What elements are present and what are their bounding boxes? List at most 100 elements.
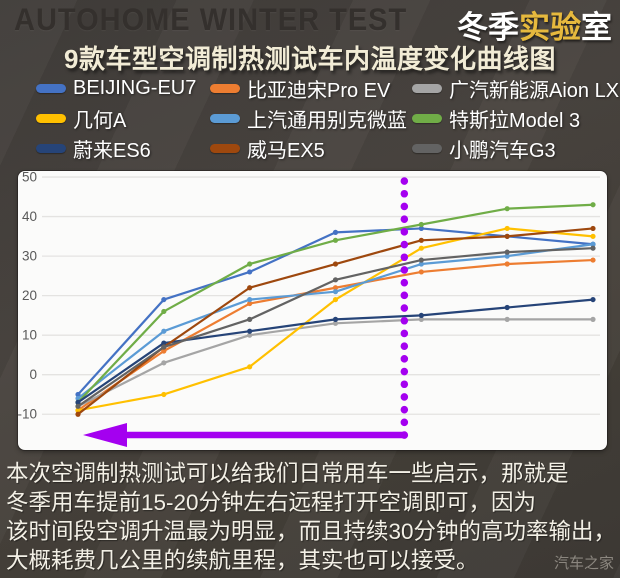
data-point (418, 245, 424, 251)
legend-swatch (210, 84, 240, 93)
legend: BEIJING-EU7 比亚迪宋Pro EV 广汽新能源Aion LX 几何A 上汽通用… (0, 77, 620, 162)
data-point (418, 237, 424, 243)
data-point (418, 316, 424, 322)
data-point (332, 229, 339, 235)
data-point (75, 407, 81, 413)
data-point (332, 285, 339, 291)
legend-swatch (210, 114, 240, 123)
data-point (247, 285, 253, 291)
y-axis-tick-label: -10 (18, 407, 37, 422)
data-point (247, 269, 253, 275)
conclusion-text: 本次空调制热测试可以给我们日常用车一些启示，那就是 冬季用车提前15-20分钟左右… (6, 459, 616, 575)
data-point (504, 253, 510, 259)
legend-swatch (210, 144, 240, 153)
series-line-小鹏汽车G3 (76, 247, 595, 408)
data-point (161, 348, 167, 354)
winter-lab-logo: 冬季实验室 (457, 2, 612, 47)
logo-text-white-2: 室 (581, 10, 612, 45)
series-line-蔚来ES6 (76, 298, 595, 404)
data-point (504, 261, 510, 267)
data-point (332, 277, 339, 283)
logo-text-white-1: 冬季 (457, 10, 519, 45)
legend-item-4: 上汽通用别克微蓝 (210, 107, 412, 132)
data-point (590, 233, 596, 239)
legend-swatch (412, 84, 442, 93)
legend-swatch (412, 144, 442, 153)
legend-label: 上汽通用别克微蓝 (247, 110, 407, 132)
legend-label: 比亚迪宋Pro EV (247, 80, 391, 102)
data-point (590, 225, 596, 232)
legend-swatch (36, 114, 66, 123)
data-point (161, 308, 167, 315)
legend-label: 小鹏汽车G3 (449, 140, 556, 162)
conclusion-line-2: 冬季用车提前15-20分钟左右远程打开空调即可，因为 (6, 490, 537, 515)
data-point (504, 249, 510, 255)
data-point (418, 257, 424, 263)
legend-label: BEIJING-EU7 (73, 77, 197, 99)
chart-title: 9款车型空调制热测试车内温度变化曲线图 (64, 44, 556, 74)
data-point (418, 312, 424, 319)
data-point (504, 225, 510, 232)
data-point (75, 391, 81, 398)
data-point (161, 344, 167, 350)
legend-swatch (412, 114, 442, 123)
autohome-winter-test-watermark: AUTOHOME WINTER TEST (14, 3, 408, 38)
left-arrow-annotation (83, 423, 406, 447)
data-point (504, 206, 510, 212)
data-point (247, 300, 253, 307)
data-point (75, 403, 81, 409)
y-axis-tick-label: 20 (22, 288, 37, 303)
data-point (247, 296, 253, 303)
data-point (590, 245, 596, 251)
data-point (504, 233, 510, 239)
data-point (504, 304, 510, 311)
data-point (75, 411, 81, 417)
series-line-BEIJING-EU7 (76, 227, 595, 396)
legend-item-5: 特斯拉Model 3 (412, 107, 620, 132)
y-axis-tick-label: 30 (22, 249, 37, 264)
data-point (332, 320, 339, 326)
legend-item-6: 蔚来ES6 (36, 137, 210, 162)
data-point (590, 202, 596, 208)
data-point (590, 257, 596, 263)
legend-swatch (36, 144, 66, 153)
data-point (332, 261, 339, 267)
y-axis-tick-label: 0 (29, 367, 37, 382)
y-axis-tick-label: 10 (22, 328, 37, 343)
conclusion-line-1: 本次空调制热测试可以给我们日常用车一些启示，那就是 (6, 461, 569, 486)
data-point (247, 332, 253, 338)
data-point (332, 296, 339, 303)
data-point (332, 237, 339, 243)
legend-label: 威马EX5 (247, 140, 325, 162)
data-point (332, 316, 339, 322)
data-point (418, 269, 424, 275)
data-point (161, 391, 167, 398)
legend-item-8: 小鹏汽车G3 (412, 137, 620, 162)
legend-item-1: 比亚迪宋Pro EV (210, 77, 412, 102)
conclusion-line-4: 大概耗费几公里的续航里程，其实也可以接受。 (6, 548, 479, 573)
data-point (590, 316, 596, 322)
data-point (75, 399, 81, 405)
data-point (247, 328, 253, 334)
data-point (332, 289, 339, 295)
data-point (418, 221, 424, 228)
y-axis-tick-label: 50 (22, 171, 37, 185)
y-axis-tick-label: 40 (22, 209, 37, 224)
data-point (161, 360, 167, 366)
logo-text-gold: 实验 (519, 10, 581, 45)
data-point (590, 241, 596, 247)
legend-label: 蔚来ES6 (73, 140, 151, 162)
legend-item-3: 几何A (36, 107, 210, 132)
data-point (590, 296, 596, 303)
legend-item-2: 广汽新能源Aion LX (412, 77, 620, 102)
data-point (161, 340, 167, 346)
data-point (504, 316, 510, 322)
data-point (247, 261, 253, 267)
data-point (418, 261, 424, 267)
legend-label: 广汽新能源Aion LX (449, 80, 620, 102)
series-line-广汽新能源Aion LX (76, 318, 595, 408)
legend-label: 特斯拉Model 3 (449, 110, 581, 132)
legend-swatch (36, 84, 66, 93)
data-point (247, 316, 253, 322)
